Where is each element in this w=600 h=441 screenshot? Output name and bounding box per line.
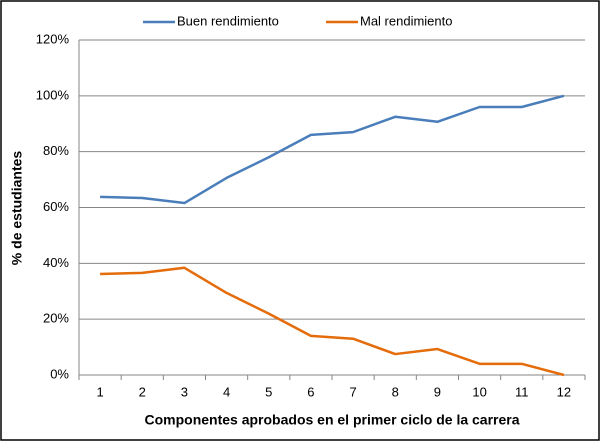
y-axis-title: % de estudiantes [9, 151, 25, 266]
x-tick-label: 10 [472, 384, 486, 399]
x-tick-label: 4 [223, 384, 230, 399]
legend-label: Buen rendimiento [177, 13, 279, 28]
x-tick-label: 9 [434, 384, 441, 399]
x-tick-label: 7 [349, 384, 356, 399]
x-tick-label: 2 [139, 384, 146, 399]
y-tick-label: 20% [43, 311, 69, 326]
x-tick-label: 1 [96, 384, 103, 399]
y-tick-label: 100% [36, 87, 70, 102]
x-tick-label: 11 [515, 384, 529, 399]
x-tick-label: 6 [307, 384, 314, 399]
legend-label: Mal rendimiento [360, 13, 453, 28]
series-line [100, 94, 565, 205]
x-tick-label: 12 [557, 384, 571, 399]
y-tick-label: 0% [50, 366, 69, 381]
y-tick-label: 80% [43, 143, 69, 158]
x-tick-label: 8 [392, 384, 399, 399]
x-tick-label: 5 [265, 384, 272, 399]
x-axis-title: Componentes aprobados en el primer ciclo… [144, 412, 519, 428]
y-tick-label: 120% [36, 31, 70, 46]
series-line [100, 266, 565, 377]
y-tick-label: 60% [43, 199, 69, 214]
x-tick-label: 3 [181, 384, 188, 399]
y-tick-label: 40% [43, 255, 69, 270]
